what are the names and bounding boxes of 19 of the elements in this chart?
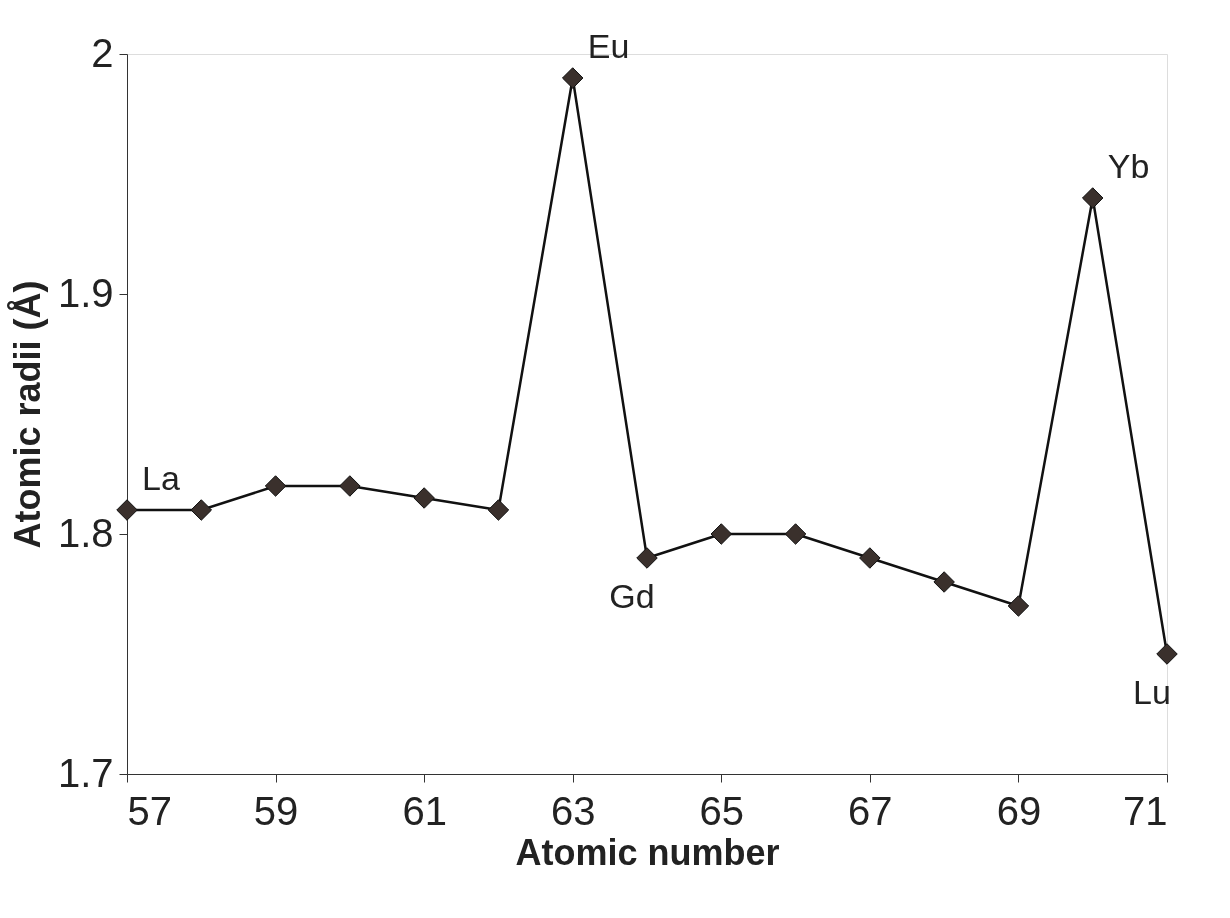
- annotation: Eu: [587, 27, 630, 65]
- y-tick-label: 1.9: [57, 270, 114, 315]
- x-tick-label: 71: [1123, 788, 1168, 833]
- x-tick-label: 67: [848, 788, 893, 833]
- x-axis-title: Atomic number: [515, 831, 780, 873]
- y-tick-label: 1.7: [57, 750, 114, 795]
- y-tick-label: 2: [91, 30, 114, 75]
- annotation: Lu: [1133, 673, 1171, 711]
- annotation: Yb: [1107, 147, 1150, 185]
- annotation: La: [142, 459, 180, 497]
- x-tick-label: 65: [699, 788, 745, 833]
- y-axis-title: Atomic radii (Å): [6, 280, 48, 549]
- annotation: Gd: [609, 577, 655, 615]
- x-tick-label: 69: [996, 788, 1042, 833]
- y-tick-label: 1.8: [57, 510, 114, 555]
- x-tick-label: 63: [550, 788, 596, 833]
- x-tick-label: 57: [127, 788, 172, 833]
- x-tick-label: 59: [253, 788, 299, 833]
- x-tick-label: 61: [402, 788, 447, 833]
